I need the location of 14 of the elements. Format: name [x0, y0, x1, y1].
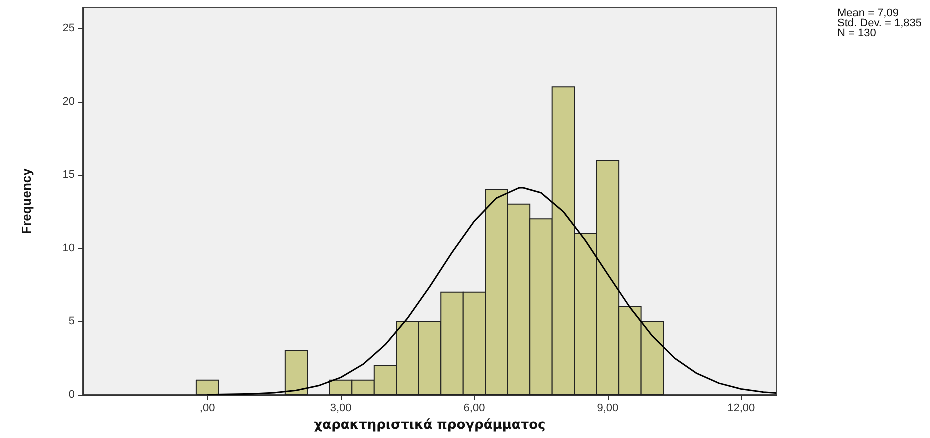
x-tick-label: 9,00 — [597, 402, 619, 414]
x-axis-title: χαρακτηριστικά προγράμματος — [314, 418, 546, 433]
y-tick-label: 5 — [68, 316, 75, 328]
x-tick-label: 3,00 — [330, 402, 352, 414]
x-tick-label: 12,00 — [728, 402, 756, 414]
x-tick-label: ,00 — [200, 402, 216, 414]
y-tick-label: 25 — [62, 22, 75, 35]
y-axis-title: Frequency — [19, 168, 34, 234]
x-tick-label: 6,00 — [464, 402, 486, 414]
y-tick-label: 10 — [62, 242, 75, 254]
y-tick-label: 20 — [62, 96, 75, 108]
text: Mean = 7,09 Std. Dev. = 1,835 N = 130 — [838, 8, 922, 40]
y-tick-label: 0 — [68, 389, 75, 401]
y-tick-label: 15 — [62, 169, 75, 182]
